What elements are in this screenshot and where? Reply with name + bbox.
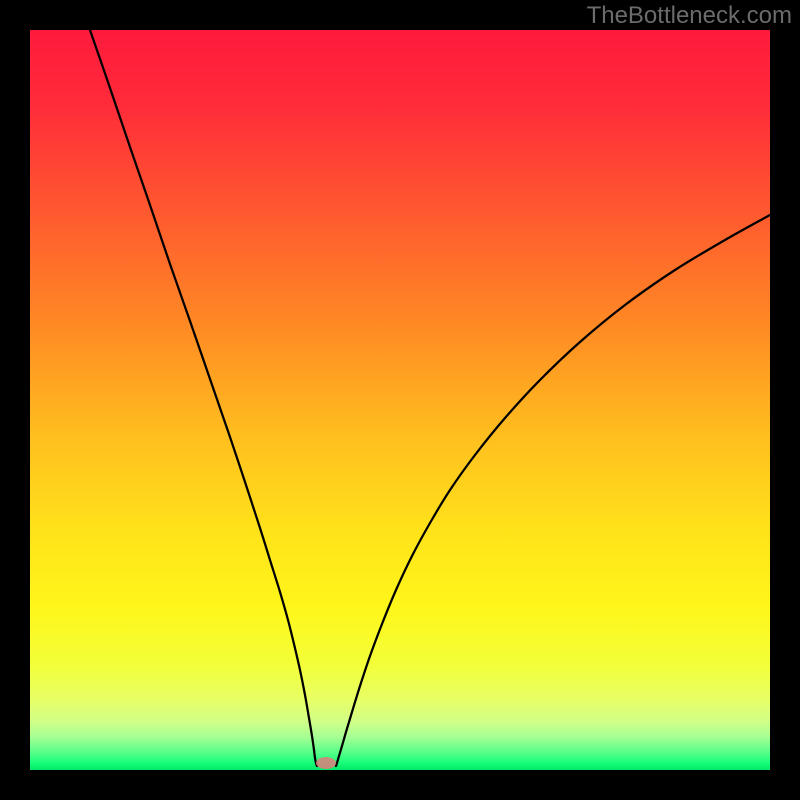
plot-area bbox=[30, 30, 770, 770]
bottleneck-curve bbox=[30, 30, 770, 770]
chart-frame: TheBottleneck.com bbox=[0, 0, 800, 800]
curve-path bbox=[336, 215, 770, 766]
attribution-text: TheBottleneck.com bbox=[587, 2, 792, 30]
curve-path bbox=[90, 30, 317, 766]
optimal-point-marker bbox=[316, 757, 336, 769]
